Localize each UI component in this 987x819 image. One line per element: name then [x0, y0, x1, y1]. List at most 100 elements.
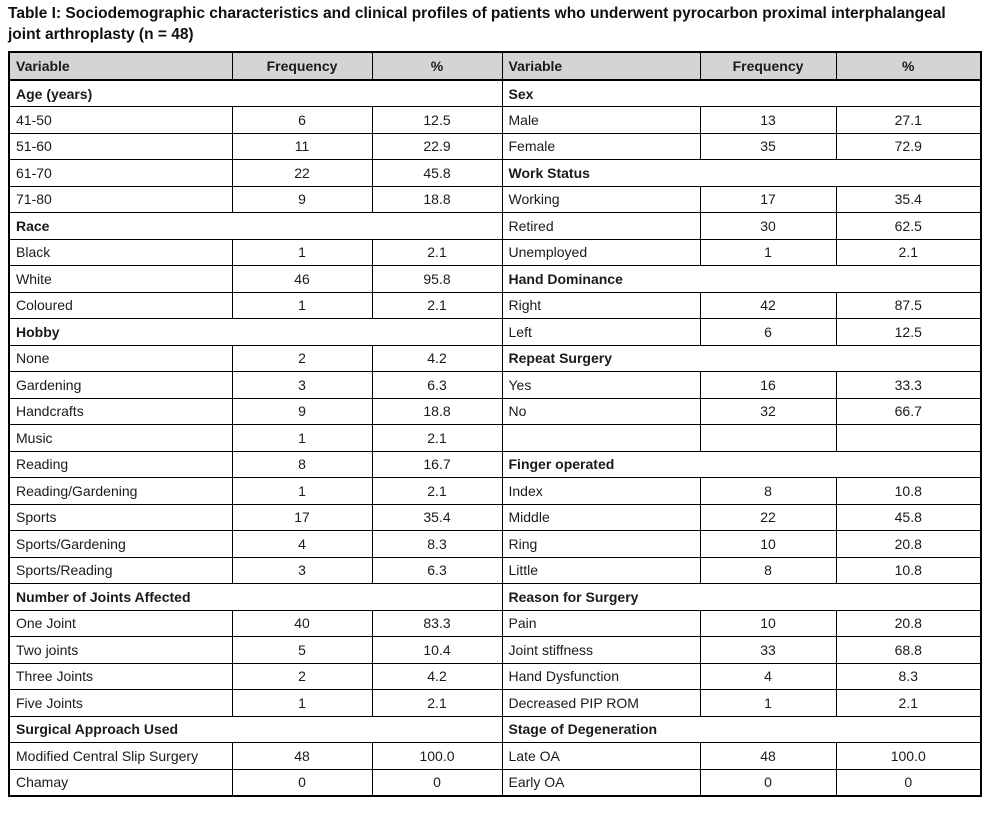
table-row: Five Joints 1 2.1 Decreased PIP ROM 1 2.1 [8, 689, 982, 717]
cell-percent: 100.0 [371, 742, 503, 770]
cell-variable: Ring [501, 530, 701, 558]
cell-frequency: 48 [231, 742, 373, 770]
cell-frequency: 1 [699, 238, 837, 267]
cell-frequency: 22 [231, 159, 373, 187]
table-title: Table I: Sociodemographic characteristic… [8, 5, 946, 43]
table-row: None 2 4.2 Repeat Surgery [8, 344, 982, 373]
cell-variable: Two joints [8, 636, 233, 664]
cell-percent: 2.1 [835, 689, 982, 717]
cell-frequency: 1 [231, 477, 373, 505]
cell-variable: Decreased PIP ROM [501, 689, 701, 717]
cell-variable: Hand Dysfunction [501, 662, 701, 691]
cell-percent: 20.8 [835, 530, 982, 558]
cell-percent: 2.1 [371, 424, 503, 452]
table-row: 51-60 11 22.9 Female 35 72.9 [8, 132, 982, 161]
header-percent-left: % [371, 51, 503, 82]
cell-percent: 33.3 [835, 371, 982, 399]
cell-percent: 0 [835, 768, 982, 797]
cell-percent: 95.8 [371, 265, 503, 293]
cell-frequency: 30 [699, 212, 837, 240]
section-header-cell: Number of Joints Affected [8, 583, 503, 611]
cell-variable: Reading [8, 450, 233, 479]
cell-frequency: 17 [231, 503, 373, 532]
cell-percent: 27.1 [835, 106, 982, 134]
cell-percent: 68.8 [835, 636, 982, 664]
section-header-cell: Hand Dominance [501, 265, 982, 293]
cell-variable: 41-50 [8, 106, 233, 134]
table-row: White 46 95.8 Hand Dominance [8, 265, 982, 293]
table-row: Age (years) Sex [8, 79, 982, 108]
empty-cell [501, 424, 701, 452]
cell-frequency: 9 [231, 397, 373, 426]
cell-variable: No [501, 397, 701, 426]
table-row: Handcrafts 9 18.8 No 32 66.7 [8, 397, 982, 426]
table-row: Three Joints 2 4.2 Hand Dysfunction 4 8.3 [8, 662, 982, 691]
cell-variable: Retired [501, 212, 701, 240]
table-row: One Joint 40 83.3 Pain 10 20.8 [8, 609, 982, 638]
cell-percent: 12.5 [835, 318, 982, 346]
table-row: Sports 17 35.4 Middle 22 45.8 [8, 503, 982, 532]
cell-frequency: 46 [231, 265, 373, 293]
cell-variable: Left [501, 318, 701, 346]
cell-frequency: 6 [231, 106, 373, 134]
cell-variable: Joint stiffness [501, 636, 701, 664]
cell-frequency: 13 [699, 106, 837, 134]
cell-frequency: 1 [231, 424, 373, 452]
table-row: Number of Joints Affected Reason for Surg… [8, 583, 982, 611]
cell-variable: Sports/Gardening [8, 530, 233, 558]
cell-variable: Working [501, 185, 701, 214]
cell-variable: Three Joints [8, 662, 233, 691]
table-row: 71-80 9 18.8 Working 17 35.4 [8, 185, 982, 214]
cell-percent: 62.5 [835, 212, 982, 240]
cell-frequency: 1 [231, 291, 373, 320]
cell-percent: 100.0 [835, 742, 982, 770]
cell-percent: 2.1 [835, 238, 982, 267]
cell-percent: 0 [371, 768, 503, 797]
cell-frequency: 0 [699, 768, 837, 797]
table-row: Two joints 5 10.4 Joint stiffness 33 68.8 [8, 636, 982, 664]
cell-percent: 45.8 [835, 503, 982, 532]
cell-frequency: 1 [699, 689, 837, 717]
cell-frequency: 10 [699, 609, 837, 638]
cell-frequency: 4 [231, 530, 373, 558]
cell-percent: 2.1 [371, 689, 503, 717]
cell-percent: 83.3 [371, 609, 503, 638]
cell-variable: Middle [501, 503, 701, 532]
cell-percent: 10.4 [371, 636, 503, 664]
section-header-cell: Surgical Approach Used [8, 715, 503, 744]
cell-percent: 66.7 [835, 397, 982, 426]
cell-frequency: 3 [231, 556, 373, 585]
cell-frequency: 8 [699, 556, 837, 585]
cell-percent: 8.3 [371, 530, 503, 558]
cell-frequency: 5 [231, 636, 373, 664]
cell-variable: Little [501, 556, 701, 585]
table-row: Race Retired 30 62.5 [8, 212, 982, 240]
section-header-cell: Age (years) [8, 79, 503, 108]
cell-percent: 35.4 [371, 503, 503, 532]
header-percent-right: % [835, 51, 982, 82]
cell-variable: Black [8, 238, 233, 267]
table-row: Hobby Left 6 12.5 [8, 318, 982, 346]
cell-variable: 71-80 [8, 185, 233, 214]
table-row: Music 1 2.1 [8, 424, 982, 452]
table-header-row: Variable Frequency % Variable Frequency … [8, 51, 982, 82]
header-frequency-right: Frequency [699, 51, 837, 82]
cell-variable: 51-60 [8, 132, 233, 161]
cell-frequency: 0 [231, 768, 373, 797]
cell-frequency: 17 [699, 185, 837, 214]
cell-variable: Right [501, 291, 701, 320]
cell-percent: 16.7 [371, 450, 503, 479]
cell-percent: 2.1 [371, 238, 503, 267]
cell-variable: Yes [501, 371, 701, 399]
cell-variable: Handcrafts [8, 397, 233, 426]
section-header-cell: Repeat Surgery [501, 344, 982, 373]
table-row: Modified Central Slip Surgery 48 100.0 Late… [8, 742, 982, 770]
cell-frequency: 40 [231, 609, 373, 638]
cell-percent: 22.9 [371, 132, 503, 161]
table-row: Black 1 2.1 Unemployed 1 2.1 [8, 238, 982, 267]
cell-variable: Reading/Gardening [8, 477, 233, 505]
cell-variable: Early OA [501, 768, 701, 797]
table-row: Chamay 0 0 Early OA 0 0 [8, 768, 982, 797]
section-header-cell: Stage of Degeneration [501, 715, 982, 744]
